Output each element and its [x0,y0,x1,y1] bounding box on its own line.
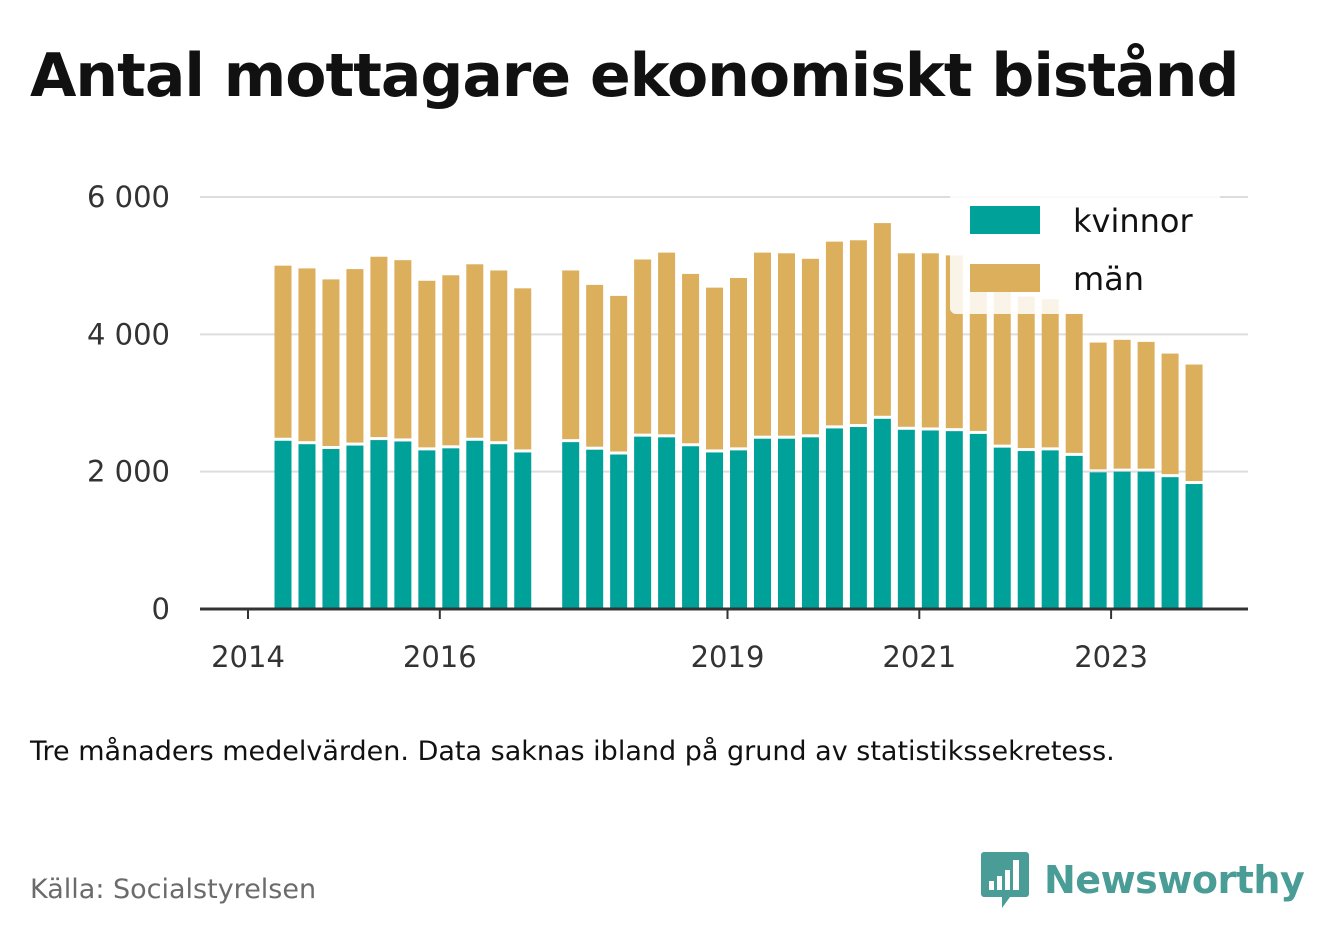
bar-man [346,269,364,443]
legend-label: män [1073,260,1144,298]
bar-man [921,253,939,428]
bar-kvinnor [754,438,771,609]
bar-kvinnor [1065,455,1083,609]
bar-man [322,279,340,447]
bar-kvinnor [993,447,1011,609]
bar-man [562,270,580,440]
bar-kvinnor [897,429,915,609]
x-tick-label: 2023 [1074,640,1148,674]
bar-kvinnor [825,428,843,609]
bar-man [825,241,843,426]
bar-kvinnor [969,433,987,609]
y-tick-label: 2 000 [87,455,170,489]
bar-kvinnor [442,448,460,609]
bar-man [754,252,771,436]
bar-man [634,259,652,434]
bar-man [394,260,412,439]
bar-kvinnor [634,436,652,609]
bar-man [1065,313,1083,453]
bar-kvinnor [562,442,580,609]
bar-man [897,253,915,427]
bar-kvinnor [394,441,412,609]
bar-kvinnor [466,440,484,609]
x-tick-label: 2016 [403,640,477,674]
bar-kvinnor [514,452,532,609]
newsworthy-bar-chart-icon [981,852,1029,908]
bar-man [1161,353,1179,475]
bar-kvinnor [1137,471,1155,609]
bar-kvinnor [274,440,292,609]
bar-kvinnor [945,431,963,609]
bar-man [849,240,867,425]
bar-man [1113,339,1131,469]
bar-man [706,287,724,450]
y-tick-label: 0 [152,592,170,626]
bar-kvinnor [777,438,795,609]
bar-kvinnor [490,444,508,609]
bar-man [610,295,628,452]
bar-kvinnor [298,444,316,609]
bar-kvinnor [1017,451,1035,609]
y-tick-label: 6 000 [87,180,170,214]
bar-kvinnor [801,437,819,609]
bar-man [514,288,532,450]
bar-kvinnor [658,437,676,609]
bar-kvinnor [610,454,628,609]
newsworthy-logo: Newsworthy [980,850,1305,910]
source-note: Källa: Socialstyrelsen [30,874,317,905]
bar-kvinnor [346,445,364,609]
axes: 0 2 000 4 000 6 000 2014 2016 2019 2021 2023 [87,180,1248,674]
x-tick-label: 2019 [691,640,765,674]
bar-kvinnor [1161,477,1179,609]
bar-kvinnor [322,449,340,609]
legend-label: kvinnor [1073,202,1194,240]
bar-man [298,268,316,442]
bar-man [490,270,508,442]
bar-man [442,275,460,446]
legend-swatch [970,264,1040,292]
stacked-bar-chart: 0 2 000 4 000 6 000 2014 2016 2019 2021 2023 kvi… [87,180,1248,674]
bar-man [658,252,676,435]
y-tick-label: 4 000 [87,317,170,351]
bar-man [1089,342,1107,470]
bar-man [993,291,1011,445]
chart-title: Antal mottagare ekonomiskt bistånd [30,41,1239,111]
bar-kvinnor [706,452,724,609]
bar-kvinnor [1089,472,1107,609]
bar-kvinnor [921,430,939,609]
legend: kvinnor män [950,192,1220,314]
bar-kvinnor [849,427,867,609]
bar-kvinnor [1185,484,1203,609]
bar-kvinnor [1113,471,1131,609]
bar-man [1137,341,1155,469]
bar-man [274,265,292,438]
bar-man [466,264,484,438]
bar-kvinnor [370,440,388,609]
bar-man [1185,364,1203,482]
x-tick-label: 2021 [882,640,956,674]
legend-swatch [970,206,1040,234]
bar-kvinnor [682,446,700,609]
bar-man [1017,296,1035,449]
bar-kvinnor [586,449,604,609]
bar-kvinnor [1041,450,1059,609]
bar-man [873,223,891,416]
bar-man [730,278,748,448]
brand-name: Newsworthy [1044,858,1305,902]
bars [274,223,1203,609]
bar-man [418,280,436,448]
bar-man [969,289,987,431]
bar-man [777,253,795,436]
bar-man [586,284,604,447]
bar-man [801,258,819,435]
bar-man [1041,299,1059,448]
bar-man [370,256,388,438]
bar-kvinnor [418,450,436,609]
x-tick-label: 2014 [211,640,285,674]
bar-man [682,273,700,444]
bar-kvinnor [730,450,748,609]
chart-subtitle: Tre månaders medelvärden. Data saknas ib… [30,736,1115,767]
bar-kvinnor [873,418,891,609]
